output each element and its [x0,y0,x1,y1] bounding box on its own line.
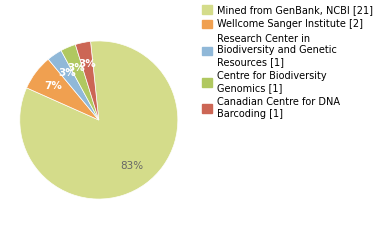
Wedge shape [61,44,99,120]
Text: 7%: 7% [44,81,62,91]
Text: 3%: 3% [78,59,96,69]
Wedge shape [20,41,178,199]
Legend: Mined from GenBank, NCBI [21], Wellcome Sanger Institute [2], Research Center in: Mined from GenBank, NCBI [21], Wellcome … [203,5,373,119]
Text: 3%: 3% [68,63,86,72]
Wedge shape [27,59,99,120]
Text: 3%: 3% [58,68,76,78]
Text: 83%: 83% [121,161,144,171]
Wedge shape [75,41,99,120]
Wedge shape [48,51,99,120]
